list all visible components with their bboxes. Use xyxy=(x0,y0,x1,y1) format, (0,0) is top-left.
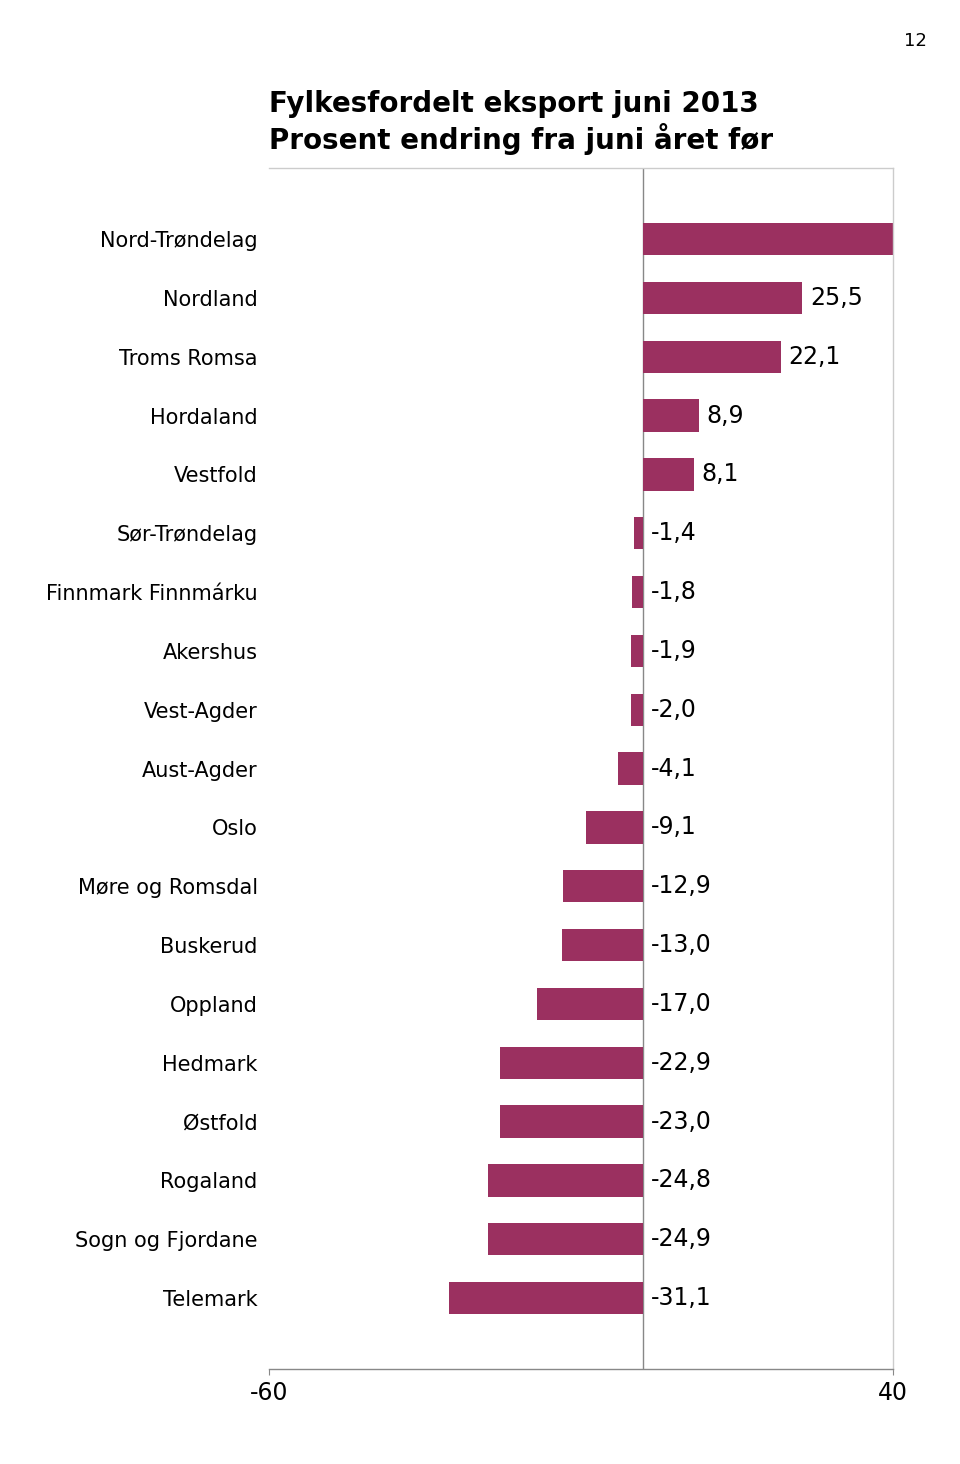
Text: -13,0: -13,0 xyxy=(651,933,711,957)
Bar xyxy=(643,281,803,315)
Text: 25,5: 25,5 xyxy=(810,285,863,310)
Text: 12: 12 xyxy=(903,32,926,50)
Text: -12,9: -12,9 xyxy=(651,874,711,899)
Bar xyxy=(632,635,643,668)
Text: -9,1: -9,1 xyxy=(651,815,696,839)
Bar xyxy=(587,811,643,843)
Bar xyxy=(643,341,781,373)
Text: 22,1: 22,1 xyxy=(788,344,841,369)
Bar xyxy=(617,752,643,785)
Bar xyxy=(632,575,643,608)
Bar xyxy=(500,1047,643,1079)
Text: -22,9: -22,9 xyxy=(651,1051,711,1075)
Bar xyxy=(489,1164,643,1196)
Bar xyxy=(631,694,643,726)
Bar xyxy=(500,1105,643,1138)
Text: -1,9: -1,9 xyxy=(651,638,696,663)
Text: -4,1: -4,1 xyxy=(651,757,696,780)
Bar xyxy=(643,458,694,490)
Text: -23,0: -23,0 xyxy=(651,1110,711,1133)
Bar xyxy=(635,517,643,549)
Text: -24,9: -24,9 xyxy=(651,1227,711,1252)
Text: -24,8: -24,8 xyxy=(651,1168,711,1193)
Text: 8,9: 8,9 xyxy=(707,404,744,427)
Text: -1,4: -1,4 xyxy=(651,521,696,545)
Bar xyxy=(643,400,699,432)
Text: -17,0: -17,0 xyxy=(651,993,711,1016)
Bar xyxy=(538,988,643,1020)
Text: Fylkesfordelt eksport juni 2013
Prosent endring fra juni året før: Fylkesfordelt eksport juni 2013 Prosent … xyxy=(269,89,773,155)
Bar xyxy=(563,930,643,962)
Bar xyxy=(643,223,960,255)
Text: -1,8: -1,8 xyxy=(651,580,697,605)
Text: -31,1: -31,1 xyxy=(651,1285,711,1310)
Bar xyxy=(449,1282,643,1315)
Bar xyxy=(488,1222,643,1256)
Bar xyxy=(563,870,643,902)
Text: 8,1: 8,1 xyxy=(701,463,738,486)
Text: -2,0: -2,0 xyxy=(651,698,697,722)
